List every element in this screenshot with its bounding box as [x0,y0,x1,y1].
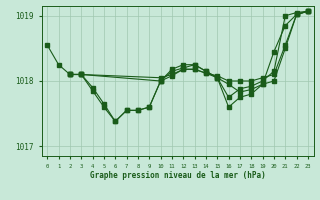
X-axis label: Graphe pression niveau de la mer (hPa): Graphe pression niveau de la mer (hPa) [90,171,266,180]
